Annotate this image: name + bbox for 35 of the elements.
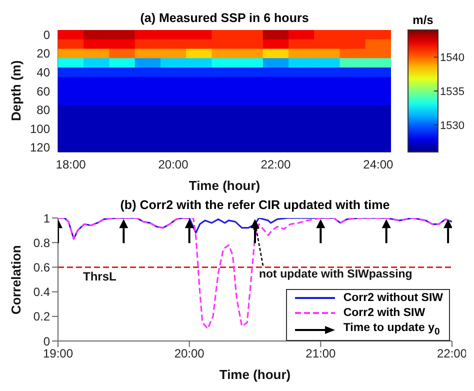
color-bar-label: 1535 (440, 86, 464, 98)
x-tick-label: 22:00 (260, 158, 292, 172)
chart-title: (b) Corr2 with the refer CIR updated with time (120, 198, 390, 212)
y-tick-label: 0 (43, 28, 50, 42)
color-bar-label: 1540 (440, 52, 464, 64)
y-tick-label: 0.8 (33, 236, 50, 250)
y-tick-label: 0.2 (33, 310, 50, 324)
y-tick-label: 0 (43, 334, 50, 348)
legend-label: Corr2 with SIW (343, 306, 426, 321)
x-tick-label: 24:00 (363, 158, 394, 172)
x-axis-title: Time (hour) (188, 178, 260, 193)
y-tick-label: 100 (30, 122, 50, 136)
x-tick-label: 19:00 (42, 346, 74, 361)
x-tick-label: 21:00 (306, 346, 336, 361)
color-bar-title: m/s (412, 13, 434, 27)
y-tick-label: 1 (43, 211, 50, 226)
y-axis-title: Correlation (8, 245, 24, 314)
annotation: not update with SIWpassing (259, 268, 412, 281)
legend-label: Time to update y$_{0}$ (343, 320, 440, 339)
y-tick-label: 40 (36, 65, 50, 80)
y-axis-title: Depth (m) (8, 60, 24, 121)
y-tick-label: 20 (36, 46, 50, 61)
x-axis-title: Time (hour) (219, 367, 291, 382)
ref-line-label: ThrsL (83, 270, 116, 284)
y-tick-label: 120 (30, 140, 50, 155)
x-tick-label: 20:00 (174, 346, 205, 361)
x-tick-label: 18:00 (56, 158, 86, 172)
y-tick-label: 60 (36, 84, 50, 98)
chart-title: (a) Measured SSP in 6 hours (140, 11, 309, 25)
y-tick-label: 80 (36, 103, 50, 118)
x-tick-label: 20:00 (158, 158, 189, 172)
legend-label: Corr2 without SIW (343, 290, 443, 306)
y-tick-label: 0.4 (33, 285, 50, 300)
color-bar-label: 1530 (440, 120, 464, 132)
y-tick-label: 0.6 (33, 260, 50, 274)
